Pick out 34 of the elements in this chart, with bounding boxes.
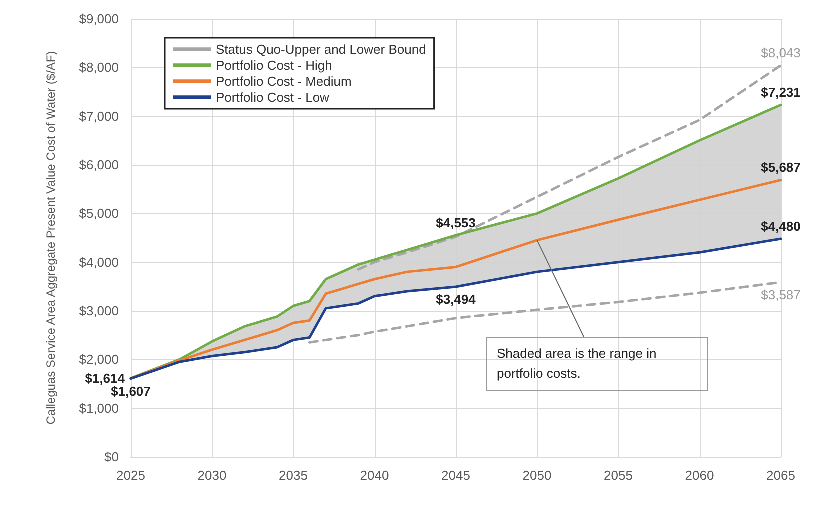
x-tick-label: 2035 [279, 468, 308, 483]
legend-label: Portfolio Cost - High [216, 58, 332, 73]
legend-label: Status Quo-Upper and Lower Bound [216, 42, 426, 57]
x-tick-label: 2040 [360, 468, 390, 483]
legend-label: Portfolio Cost - Low [216, 90, 330, 105]
x-tick-label: 2065 [766, 468, 796, 483]
y-tick-label: $1,000 [79, 400, 119, 416]
y-tick-label: $6,000 [79, 158, 119, 172]
x-tick-label: 2045 [442, 468, 470, 483]
y-tick-label: $4,000 [79, 254, 119, 270]
y-tick-label: $2,000 [79, 352, 119, 368]
legend-label: Portfolio Cost - Medium [216, 74, 352, 89]
data-label: $1,614 [85, 370, 126, 386]
y-tick-label: $8,000 [79, 60, 119, 76]
x-tick-label: 2060 [685, 468, 714, 483]
x-tick-label: 2055 [604, 468, 633, 483]
y-tick-label: $3,000 [79, 304, 119, 318]
data-label: $3,494 [436, 292, 477, 307]
x-tick-label: 2050 [522, 468, 552, 483]
data-label: $5,687 [761, 160, 801, 176]
y-tick-label: $7,000 [79, 108, 119, 124]
y-tick-label: $5,000 [79, 206, 119, 222]
y-axis-title: Calleguas Service Area Aggregate Present Value Cost of Water ($/AF) [44, 51, 58, 425]
data-label: $4,480 [761, 218, 801, 234]
y-tick-label: $0 [104, 450, 119, 464]
data-label: $7,231 [761, 85, 801, 100]
data-label: $3,587 [761, 287, 801, 302]
x-tick-label: 2030 [198, 468, 227, 483]
data-label: $1,607 [111, 384, 151, 399]
x-tick-label: 2025 [116, 468, 146, 483]
y-tick-label: $9,000 [79, 12, 119, 26]
data-label: $8,043 [761, 46, 801, 61]
annotation: Shaded area is the range in portfolio costs. [486, 337, 708, 391]
data-label: $4,553 [436, 215, 476, 230]
